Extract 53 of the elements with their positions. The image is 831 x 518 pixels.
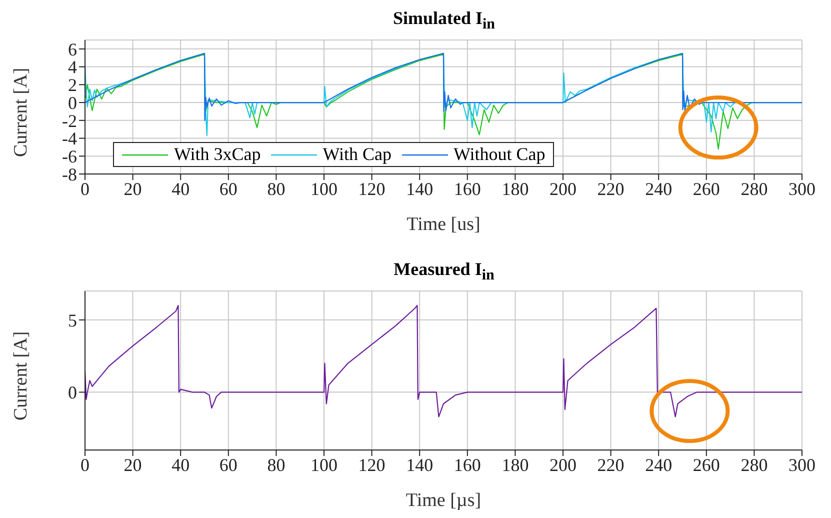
x-tick-label: 60 [219,178,238,199]
x-tick-label: 100 [310,178,338,199]
x-tick-label: 140 [406,454,434,475]
x-tick-label: 300 [788,454,816,475]
x-tick-label: 140 [406,178,434,199]
x-tick-label: 120 [358,454,386,475]
legend-label: With Cap [322,144,392,165]
x-tick-label: 40 [172,178,190,199]
x-tick-label: 280 [740,454,768,475]
chart-title: Simulated I$_{in}$ [392,8,496,34]
line-series [85,52,802,121]
x-tick-label: 20 [124,178,142,199]
x-axis-title: Time [us] [406,214,480,235]
y-tick-label: -2 [62,110,77,131]
x-tick-label: 260 [692,178,720,199]
x-tick-label: 200 [550,178,576,199]
x-tick-label: 240 [645,454,672,475]
y-tick-label: -8 [62,164,77,184]
x-tick-label: 160 [454,454,481,475]
x-tick-label: 200 [550,454,576,475]
x-tick-label: 180 [502,178,529,199]
y-tick-label: 0 [68,382,77,403]
x-tick-label: 220 [597,178,624,199]
x-tick-label: 160 [454,178,481,199]
x-tick-label: 80 [267,178,286,199]
line-series [85,304,802,418]
x-axis-title: Time [µs] [406,490,482,511]
y-tick-label: -4 [62,128,77,149]
legend-label: Without Cap [454,144,546,165]
y-tick-label: 4 [68,57,77,78]
legend-label: With 3xCap [174,144,261,165]
x-tick-label: 220 [597,454,624,475]
y-tick-label: 2 [68,75,77,96]
y-tick-label: 5 [68,310,77,330]
x-tick-label: 40 [172,454,190,475]
x-tick-label: 260 [692,454,720,475]
x-tick-label: 100 [310,454,338,475]
x-tick-label: 240 [645,178,672,199]
y-tick-label: 0 [68,92,77,113]
x-tick-label: 300 [788,178,816,199]
y-axis-title: Current [A] [10,68,32,157]
x-tick-label: 20 [124,454,142,475]
x-tick-label: 60 [219,454,238,475]
y-tick-label: 6 [68,39,77,60]
x-tick-label: 0 [80,454,90,475]
x-tick-label: 280 [740,178,768,199]
x-tick-label: 0 [80,178,90,199]
x-tick-label: 120 [358,178,386,199]
chart-title: Measured I$_{in}$ [392,259,496,285]
x-tick-label: 180 [502,454,529,475]
x-tick-label: 80 [267,454,286,475]
y-tick-label: -6 [62,146,77,167]
y-axis-title: Current [A] [10,331,32,420]
